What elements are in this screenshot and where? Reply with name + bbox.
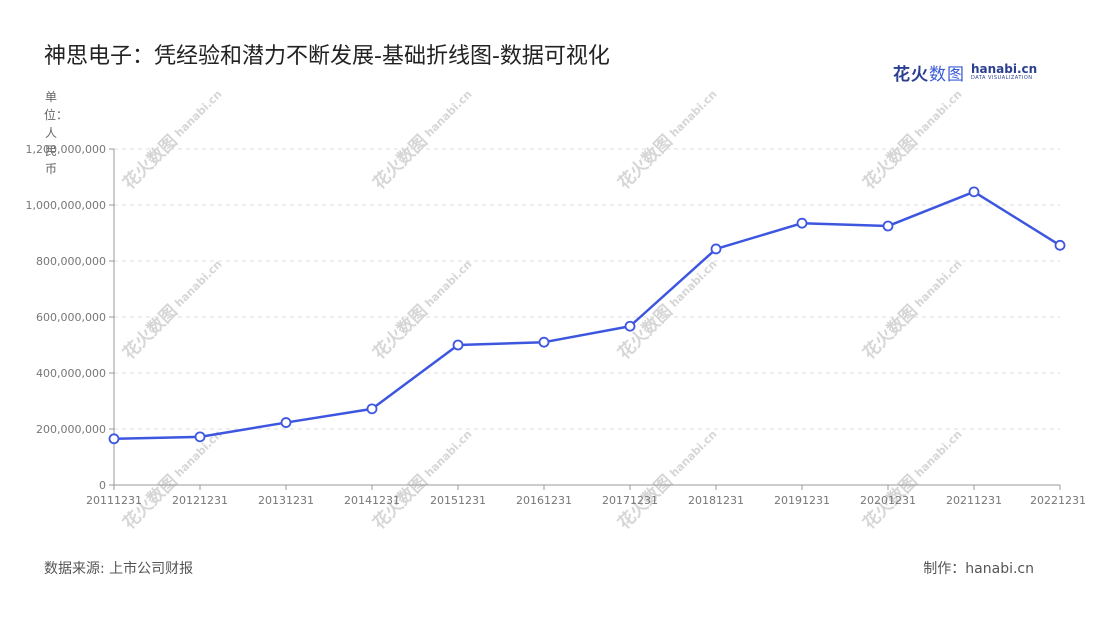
watermark-en-text: hanabi.cn xyxy=(172,88,224,140)
data-point xyxy=(108,433,120,445)
data-point xyxy=(710,243,722,255)
y-tick-label: 800,000,000 xyxy=(36,255,106,268)
y-tick-label: 0 xyxy=(99,479,106,492)
watermark-en-text: hanabi.cn xyxy=(912,88,964,140)
y-tick-label: 600,000,000 xyxy=(36,311,106,324)
data-point xyxy=(624,320,636,332)
watermark-cn-text: 花火数图 xyxy=(119,301,182,364)
watermark-en-text: hanabi.cn xyxy=(667,88,719,140)
data-point xyxy=(968,186,980,198)
y-tick-label: 400,000,000 xyxy=(36,367,106,380)
grid-lines xyxy=(109,148,1060,486)
watermark-layer: 花火数图hanabi.cn花火数图hanabi.cn花火数图hanabi.cn花… xyxy=(119,88,965,534)
x-tick-label: 20131231 xyxy=(258,494,314,507)
data-point xyxy=(882,220,894,232)
series-layer xyxy=(108,186,1066,445)
y-tick-label: 1,200,000,000 xyxy=(26,143,106,156)
logo-cn-text: 花火数图 xyxy=(893,64,965,85)
y-tick-labels: 0 200,000,000 400,000,000 600,000,000 800,00… xyxy=(26,143,106,492)
y-axis-unit-label: 单位：人民币 xyxy=(44,90,69,176)
x-tick-label: 20201231 xyxy=(860,494,916,507)
data-point xyxy=(538,336,550,348)
watermark-cn-text: 花火数图 xyxy=(119,131,182,194)
x-tick-label: 20191231 xyxy=(774,494,830,507)
watermark-en-text: hanabi.cn xyxy=(667,258,719,310)
watermark-cn-text: 花火数图 xyxy=(859,131,922,194)
watermark-en-text: hanabi.cn xyxy=(912,428,964,480)
watermark-en-text: hanabi.cn xyxy=(172,258,224,310)
watermark-cn-text: 花火数图 xyxy=(614,301,677,364)
watermark-cn-text: 花火数图 xyxy=(369,131,432,194)
x-tick-label: 20221231 xyxy=(1030,494,1086,507)
x-tick-label: 20151231 xyxy=(430,494,486,507)
data-point xyxy=(194,431,206,443)
watermark-en-text: hanabi.cn xyxy=(422,258,474,310)
x-tick-label: 20211231 xyxy=(946,494,1002,507)
data-point xyxy=(796,217,808,229)
data-source-note: 数据来源: 上市公司财报 xyxy=(44,561,194,577)
x-tick-label: 20181231 xyxy=(688,494,744,507)
x-tick-label: 20111231 xyxy=(86,494,142,507)
x-tick-labels: 20111231 20121231 20131231 20141231 20151231… xyxy=(86,485,1086,507)
data-point xyxy=(1054,239,1066,251)
watermark-cn-text: 花火数图 xyxy=(859,301,922,364)
chart-title: 神思电子：凭经验和潜力不断发展-基础折线图-数据可视化 xyxy=(44,44,610,69)
credit-note: 制作：hanabi.cn xyxy=(923,561,1034,577)
watermark-en-text: hanabi.cn xyxy=(422,428,474,480)
watermark-en-text: hanabi.cn xyxy=(912,258,964,310)
data-point xyxy=(366,403,378,415)
axes xyxy=(113,149,1060,486)
data-point xyxy=(452,339,464,351)
x-tick-label: 20121231 xyxy=(172,494,228,507)
watermark-en-text: hanabi.cn xyxy=(667,428,719,480)
series-line xyxy=(113,190,1061,441)
watermark-cn-text: 花火数图 xyxy=(614,131,677,194)
y-tick-label: 1,000,000,000 xyxy=(26,199,106,212)
y-tick-label: 200,000,000 xyxy=(36,423,106,436)
watermark-en-text: hanabi.cn xyxy=(422,88,474,140)
logo-en-text: hanabi.cn DATA VISUALIZATION xyxy=(971,62,1038,81)
x-tick-label: 20171231 xyxy=(602,494,658,507)
data-point xyxy=(280,417,292,428)
brand-logo: 花火数图 hanabi.cn DATA VISUALIZATION xyxy=(893,60,1038,85)
watermark-cn-text: 花火数图 xyxy=(369,301,432,364)
x-tick-label: 20161231 xyxy=(516,494,572,507)
x-tick-label: 20141231 xyxy=(344,494,400,507)
